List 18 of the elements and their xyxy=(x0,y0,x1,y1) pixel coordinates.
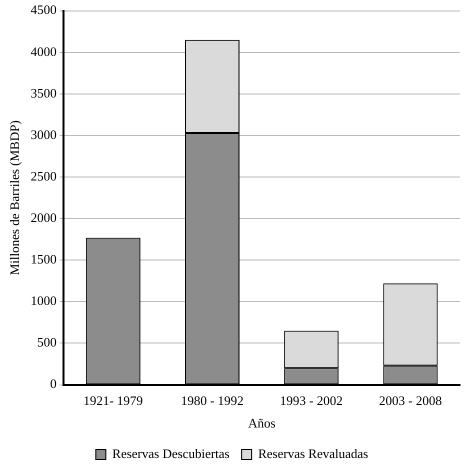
x-tick-label: 2003 - 2008 xyxy=(379,393,442,408)
y-tick-label: 4000 xyxy=(30,44,57,59)
y-tick-label: 2000 xyxy=(30,210,57,225)
legend-label: Reservas Revaluadas xyxy=(258,446,368,461)
y-tick-label: 500 xyxy=(37,334,57,350)
y-tick-label: 1000 xyxy=(30,293,57,308)
x-tick-label: 1980 - 1992 xyxy=(180,393,244,408)
y-tick-label: 4500 xyxy=(30,2,57,18)
x-tick-label: 1993 - 2002 xyxy=(280,393,343,408)
x-axis-title: Años xyxy=(248,416,276,431)
y-tick-label: 3500 xyxy=(30,85,57,100)
y-tick-label: 1500 xyxy=(30,252,57,267)
legend-label: Reservas Descubiertas xyxy=(112,446,230,461)
y-tick-label: 0 xyxy=(50,376,57,392)
y-tick-label: 3000 xyxy=(30,126,57,142)
y-axis-title: Millones de Barriles (MBDP) xyxy=(7,120,22,276)
x-tick-label: 1921- 1979 xyxy=(83,393,143,408)
y-tick-label: 2500 xyxy=(30,168,57,184)
